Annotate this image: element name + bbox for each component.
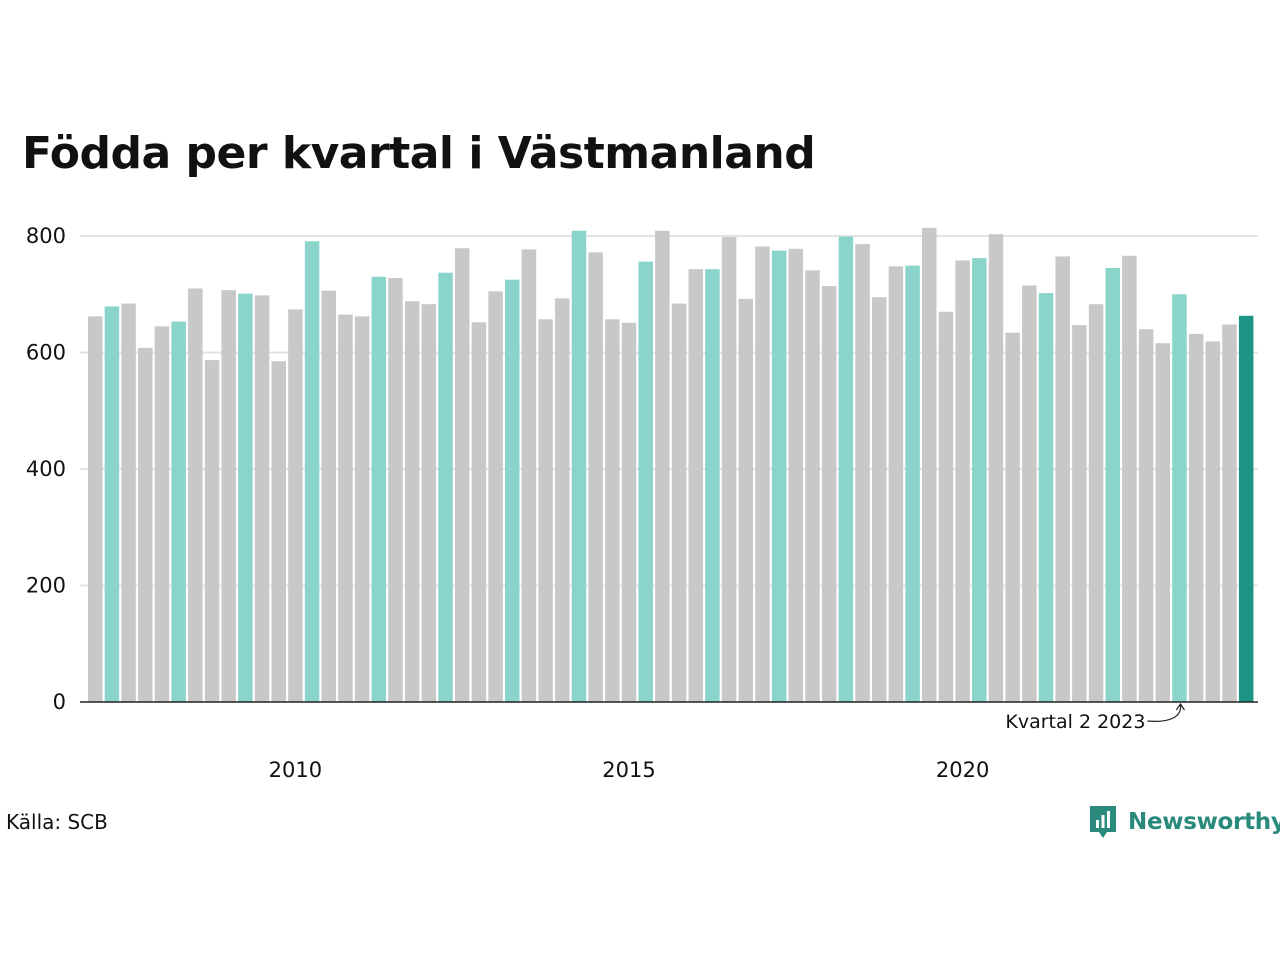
bar	[204, 360, 220, 702]
bar	[855, 244, 870, 702]
bar	[88, 316, 103, 702]
bar	[254, 295, 270, 702]
bar	[771, 250, 787, 702]
bar	[121, 303, 136, 702]
annotation: Kvartal 2 2023	[1005, 702, 1185, 733]
bar	[655, 230, 670, 702]
y-tick-label: 0	[53, 690, 66, 714]
bar	[955, 260, 970, 702]
bar	[1188, 333, 1204, 702]
brand-name: Newsworthy	[1128, 809, 1280, 835]
bar	[454, 248, 470, 703]
bar	[938, 311, 954, 702]
bar	[421, 304, 437, 702]
bar	[571, 230, 587, 702]
bar	[438, 272, 453, 702]
bar	[588, 252, 603, 702]
bar	[1172, 294, 1187, 702]
y-tick-label: 200	[26, 574, 66, 598]
bar	[705, 269, 720, 702]
x-tick-label: 2020	[936, 758, 989, 782]
bar	[188, 288, 203, 702]
bar	[1038, 293, 1054, 702]
bar	[538, 319, 553, 702]
y-tick-label: 600	[26, 341, 66, 365]
bar	[288, 309, 303, 702]
bar	[354, 316, 370, 702]
source-note: Källa: SCB	[6, 810, 108, 834]
bar	[638, 261, 653, 702]
y-tick-label: 400	[26, 457, 66, 481]
bar	[1055, 256, 1070, 702]
bar	[1105, 268, 1120, 702]
bar	[238, 293, 253, 702]
bar	[1238, 315, 1254, 702]
bar	[621, 322, 637, 702]
annotation-arrow	[1147, 703, 1182, 722]
chart-bubble-icon	[1090, 806, 1116, 838]
bar	[721, 237, 737, 702]
bar	[304, 241, 320, 703]
bar	[471, 322, 487, 702]
chart-title: Födda per kvartal i Västmanland	[22, 128, 816, 179]
bar	[838, 236, 854, 702]
bar	[1005, 332, 1020, 702]
bar	[805, 270, 820, 702]
bar	[688, 269, 703, 702]
bar	[888, 266, 904, 702]
bar	[138, 347, 153, 702]
bar	[972, 258, 987, 702]
x-axis-ticks: 2010 2015 2020	[269, 758, 990, 782]
bar	[605, 319, 620, 702]
bar	[922, 227, 937, 702]
bar	[738, 298, 754, 702]
bar	[1222, 324, 1237, 702]
bar	[988, 234, 1004, 702]
bar	[104, 306, 120, 702]
bar	[505, 279, 520, 702]
annotation-arrowhead	[1175, 702, 1185, 711]
bar	[1022, 285, 1037, 702]
y-tick-label: 800	[26, 224, 66, 248]
bar	[671, 303, 687, 702]
bar	[821, 286, 837, 702]
x-tick-label: 2010	[269, 758, 322, 782]
bar	[755, 246, 770, 703]
bars	[88, 227, 1254, 703]
bar-chart: 0 200 400 600 800 2010 2015 2020 Kvartal 2 202…	[26, 224, 1258, 782]
bar	[321, 290, 337, 702]
bar	[1088, 304, 1104, 702]
bar	[221, 290, 236, 702]
bar	[555, 298, 570, 702]
bar	[271, 361, 286, 702]
bar	[171, 321, 186, 702]
bar	[1155, 343, 1171, 702]
bar	[1122, 255, 1137, 702]
bar	[788, 248, 804, 702]
bar	[488, 291, 503, 702]
x-tick-label: 2015	[602, 758, 655, 782]
bar	[154, 326, 170, 702]
bar	[1205, 341, 1221, 702]
bar	[1072, 325, 1087, 702]
bar	[388, 277, 403, 702]
bar	[871, 297, 887, 702]
annotation-label: Kvartal 2 2023	[1005, 711, 1145, 733]
y-axis-ticks: 0 200 400 600 800	[26, 224, 66, 714]
bar	[338, 314, 353, 702]
bar	[371, 276, 387, 702]
brand-logo: Newsworthy	[1088, 804, 1280, 840]
bar	[521, 249, 537, 702]
bar	[1138, 329, 1154, 702]
bar	[905, 265, 920, 702]
bar	[404, 301, 420, 702]
